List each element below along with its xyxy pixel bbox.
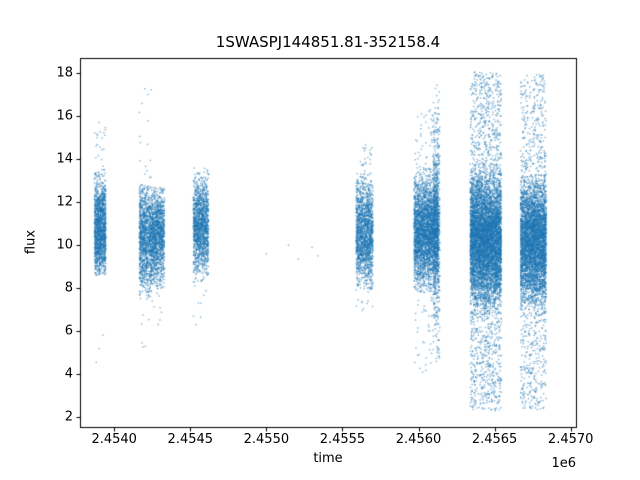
y-tick-label: 10	[56, 237, 73, 253]
x-tick-label: 2.4540	[91, 432, 137, 447]
y-axis-label: flux	[23, 229, 39, 255]
y-tick-label: 6	[64, 323, 73, 339]
chart-title: 1SWASPJ144851.81-352158.4	[215, 33, 441, 51]
y-tick-label: 12	[56, 194, 73, 210]
x-tick-label: 2.4565	[471, 432, 518, 447]
y-tick-label: 8	[64, 280, 73, 296]
x-tick-label: 2.4555	[319, 432, 366, 447]
x-axis-label: time	[313, 451, 343, 466]
y-tick-label: 4	[64, 366, 73, 382]
x-tick-label: 2.4545	[167, 432, 214, 447]
x-tick-label: 2.4550	[243, 432, 290, 447]
y-tick-label: 18	[56, 65, 73, 81]
y-tick-label: 2	[64, 409, 73, 425]
y-tick-label: 16	[56, 108, 73, 124]
x-axis-offset-label: 1e6	[551, 456, 576, 471]
x-tick-label: 2.4570	[547, 432, 594, 447]
x-tick-label: 2.4560	[395, 432, 442, 447]
y-tick-label: 14	[56, 151, 73, 167]
